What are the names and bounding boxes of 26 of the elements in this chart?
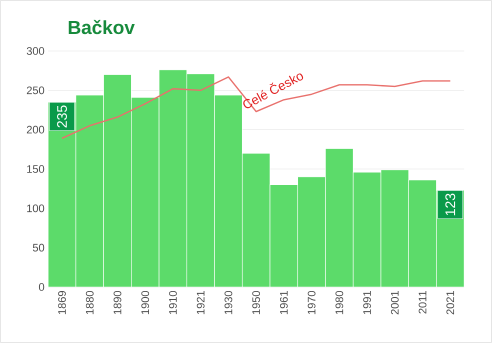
x-tick-label: 2021 (446, 291, 454, 314)
text: Celé Česko (243, 73, 304, 108)
x-tick-label: 2011 (418, 291, 426, 314)
x-tick-label: 2001 (390, 291, 399, 314)
x-tick-label: 1991 (363, 291, 371, 314)
x-tick-label: 1930 (224, 290, 232, 314)
y-tick-label: 250 (26, 86, 44, 94)
x-tick-label: 1869 (58, 291, 66, 314)
y-tick-label: 150 (27, 165, 44, 173)
data-label: 235 (57, 105, 67, 128)
y-tick-label: 50 (32, 244, 44, 252)
x-tick-label: 1980 (335, 290, 344, 314)
x-tick-label: 1890 (114, 290, 122, 314)
y-tick-label: 100 (27, 204, 44, 212)
y-tick-label: 300 (26, 47, 44, 55)
x-tick-label: 1900 (141, 290, 150, 314)
x-tick-label: 1910 (169, 290, 177, 314)
chart-title: Bačkov (68, 20, 135, 34)
x-tick-label: 1970 (308, 290, 316, 314)
x-tick-label: 1961 (280, 291, 288, 314)
x-tick-label: 1950 (252, 290, 260, 314)
y-tick-label: 200 (26, 126, 44, 134)
x-tick-label: 1880 (86, 290, 94, 314)
x-tick-label: 1921 (196, 291, 205, 314)
data-label: 123 (445, 194, 456, 216)
y-tick-label: 0 (38, 283, 44, 291)
